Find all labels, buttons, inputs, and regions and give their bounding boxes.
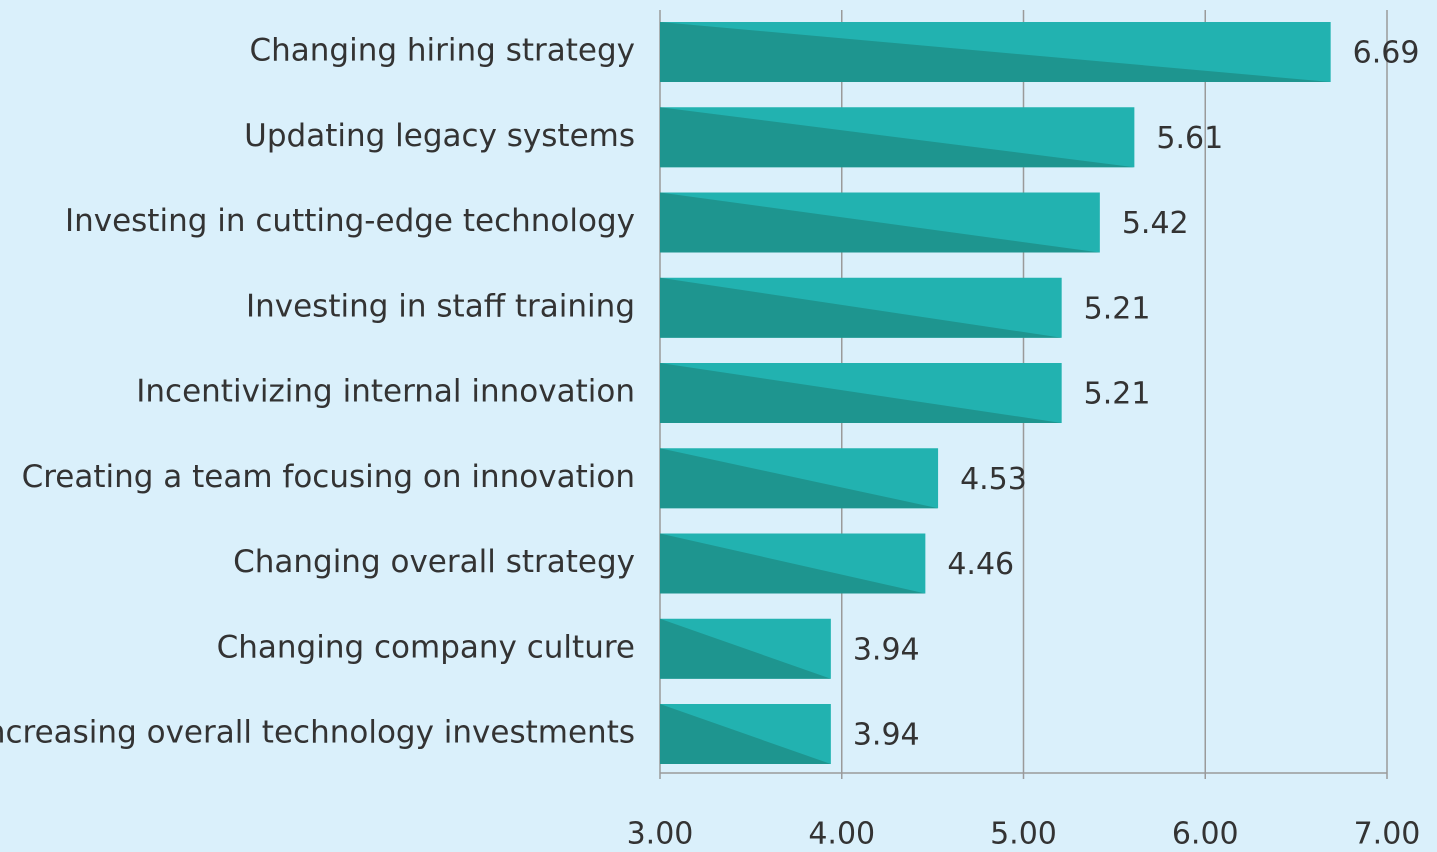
value-label: 5.21: [1084, 377, 1151, 412]
bar-shade: [660, 192, 1100, 253]
bar-shade: [660, 448, 939, 509]
y-tick-label: Changing hiring strategy: [249, 33, 635, 69]
value-label: 3.94: [853, 718, 920, 753]
bar-shade: [660, 704, 831, 764]
y-tick-label: Creating a team focusing on innovation: [22, 459, 635, 495]
value-label: 4.46: [947, 547, 1014, 582]
value-label: 5.42: [1122, 206, 1189, 241]
bar-shade: [660, 363, 1062, 423]
bar-shade: [660, 277, 1062, 338]
x-tick-label: 3.00: [627, 817, 694, 852]
value-label: 3.94: [853, 632, 920, 667]
value-label: 6.69: [1353, 36, 1420, 71]
bar-shade: [660, 618, 831, 679]
value-label: 4.53: [960, 462, 1027, 497]
x-tick-label: 4.00: [808, 817, 875, 852]
bar-shade: [660, 107, 1135, 168]
y-tick-label: Changing overall strategy: [233, 544, 635, 580]
y-tick-label: Investing in staff training: [246, 288, 635, 324]
x-tick-label: 5.00: [990, 817, 1057, 852]
bar-shade: [660, 22, 1331, 82]
value-label: 5.21: [1084, 291, 1151, 326]
y-tick-label: Increasing overall technology investment…: [0, 715, 635, 751]
y-tick-label: Changing company culture: [217, 629, 635, 665]
y-tick-label: Investing in cutting-edge technology: [65, 203, 635, 239]
x-tick-label: 6.00: [1172, 817, 1239, 852]
y-tick-label: Updating legacy systems: [244, 118, 635, 154]
bar-shade: [660, 533, 926, 594]
value-label: 5.61: [1156, 121, 1223, 156]
x-tick-label: 7.00: [1354, 817, 1421, 852]
y-tick-label: Incentivizing internal innovation: [136, 374, 635, 410]
